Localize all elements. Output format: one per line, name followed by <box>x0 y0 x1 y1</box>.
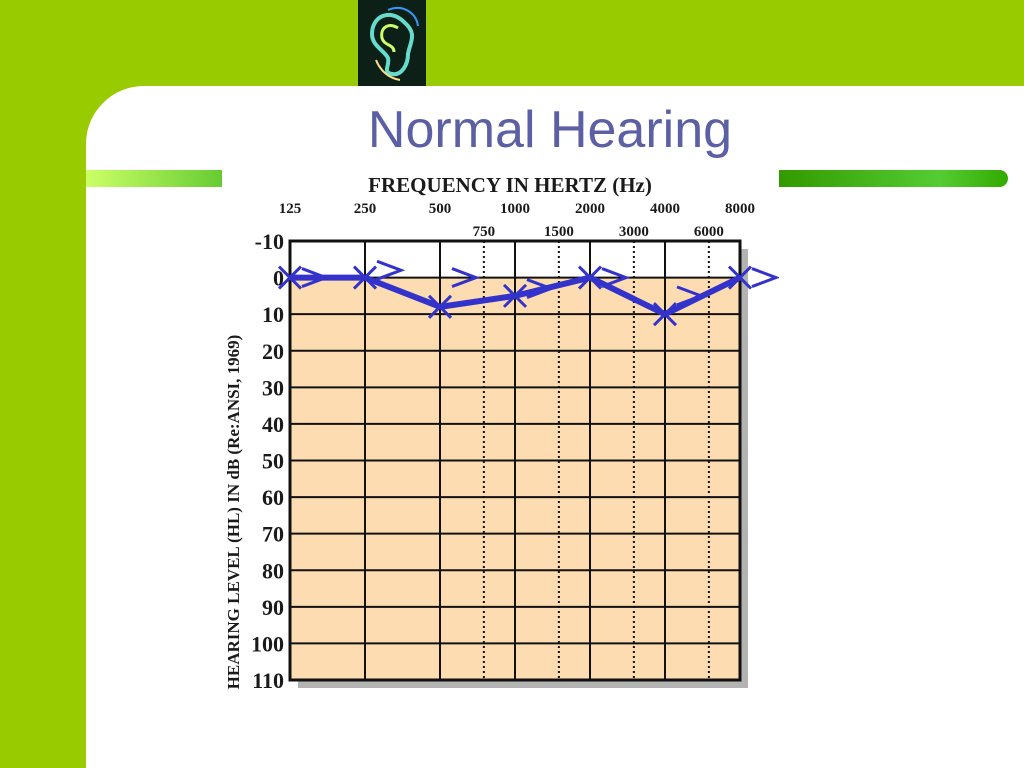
y-axis-label: HEARING LEVEL (HL) IN dB (Re:ANSI, 1969) <box>224 335 243 690</box>
x-marker-stroke <box>427 294 453 319</box>
x-marker <box>652 302 678 327</box>
bone-conduction-marker <box>301 267 331 288</box>
bone-conduction-marker <box>451 267 481 288</box>
y-tick-label: 90 <box>262 595 284 620</box>
x-marker-stroke <box>727 265 753 290</box>
x-tick-label-secondary: 750 <box>473 224 496 240</box>
y-tick-label: 30 <box>262 375 284 400</box>
x-marker-stroke <box>352 265 378 290</box>
x-marker-stroke <box>577 265 603 290</box>
decorative-bar-right <box>779 170 1008 187</box>
x-marker-stroke <box>277 265 303 290</box>
y-tick-label: 70 <box>262 522 284 547</box>
x-tick-label-secondary: 6000 <box>694 224 724 240</box>
y-tick-label: 80 <box>262 558 284 583</box>
bone-conduction-marker <box>601 267 631 288</box>
x-tick-label: 4000 <box>650 201 680 217</box>
y-tick-label: 110 <box>252 668 284 693</box>
ear-icon <box>369 7 419 81</box>
x-marker-stroke <box>652 302 678 327</box>
y-tick-label: 100 <box>251 631 284 656</box>
bone-conduction-marker <box>751 267 779 288</box>
x-marker <box>352 265 378 290</box>
plot-frame <box>288 239 742 682</box>
slide-title: Normal Hearing <box>367 101 733 159</box>
audiogram-chart: FREQUENCY IN HERTZ (Hz) 125 250 500 1000 200… <box>222 170 779 700</box>
y-tick-label: 50 <box>262 449 284 474</box>
x-marker-stroke <box>502 283 528 308</box>
x-marker <box>502 283 528 308</box>
logo <box>358 0 426 86</box>
x-marker <box>427 294 453 319</box>
y-tick-label: 20 <box>262 339 284 364</box>
decorative-bar-left <box>86 170 222 187</box>
bone-conduction-marker <box>676 285 706 307</box>
bone-conduction-marker <box>526 278 556 299</box>
y-tick-label: -10 <box>255 229 284 254</box>
y-tick-label: 60 <box>262 485 284 510</box>
bone-conduction-marker <box>376 259 406 281</box>
y-tick-label: 0 <box>273 266 284 291</box>
x-tick-label: 250 <box>354 201 377 217</box>
x-tick-label: 2000 <box>575 201 605 217</box>
x-tick-label-secondary: 1500 <box>544 224 574 240</box>
x-tick-label: 1000 <box>500 201 530 217</box>
x-tick-label: 500 <box>429 201 452 217</box>
y-tick-label: 40 <box>262 412 284 437</box>
x-marker <box>727 265 753 290</box>
x-tick-label: 8000 <box>725 201 755 217</box>
x-tick-label-secondary: 3000 <box>619 224 649 240</box>
x-marker <box>577 265 603 290</box>
y-tick-label: 10 <box>262 302 284 327</box>
chart-title: FREQUENCY IN HERTZ (Hz) <box>368 173 652 197</box>
x-marker <box>277 265 303 290</box>
x-tick-label: 125 <box>279 201 302 217</box>
